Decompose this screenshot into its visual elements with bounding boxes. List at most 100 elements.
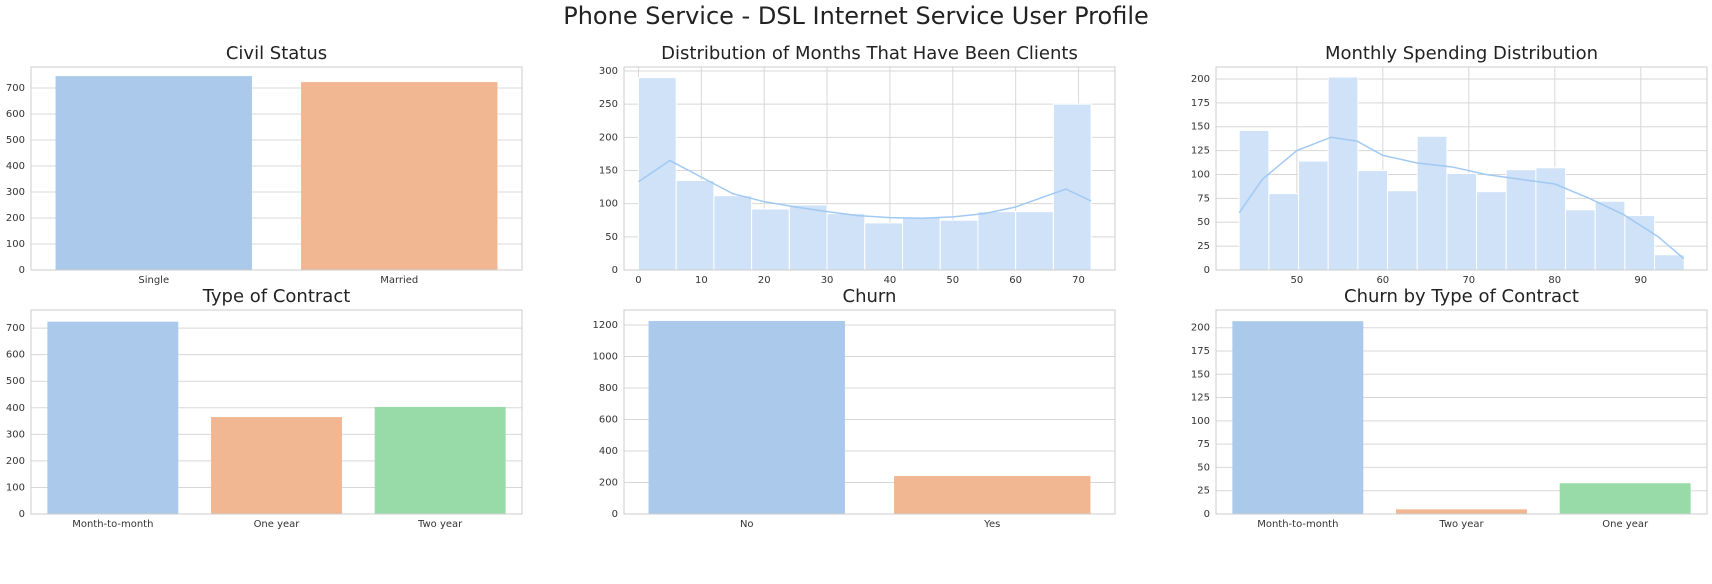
x-tick-label: 70 — [1072, 275, 1085, 286]
histogram-bar — [1327, 76, 1359, 271]
y-tick-label: 150 — [1191, 122, 1210, 133]
x-tick-label: Single — [138, 275, 169, 286]
histogram-bar — [1052, 103, 1092, 271]
y-tick-label: 600 — [6, 109, 25, 120]
y-tick-label: 25 — [1197, 486, 1210, 497]
y-tick-label: 100 — [6, 482, 25, 493]
x-tick-label: 0 — [635, 275, 641, 286]
histogram-bar — [939, 219, 979, 271]
histogram-bar — [1387, 190, 1418, 271]
y-tick-label: 400 — [599, 446, 618, 457]
histogram-bar — [1624, 215, 1656, 271]
y-tick-label: 200 — [6, 213, 25, 224]
subplot-title: Civil Status — [226, 43, 327, 64]
y-tick-label: 400 — [6, 161, 25, 172]
bar — [1559, 483, 1691, 514]
y-tick-label: 250 — [599, 99, 618, 110]
y-tick-label: 0 — [1204, 509, 1210, 520]
x-tick-label: 80 — [1548, 275, 1561, 286]
bar — [301, 82, 498, 270]
x-tick-label: Month-to-month — [72, 519, 153, 530]
x-tick-label: Married — [380, 275, 418, 286]
histogram-bar — [1446, 173, 1478, 271]
histogram-bar — [713, 195, 753, 271]
histogram-bar — [1505, 169, 1537, 271]
x-tick-label: Two year — [417, 519, 463, 530]
x-tick-label: No — [740, 519, 754, 530]
y-tick-label: 75 — [1197, 193, 1210, 204]
histogram-bar — [788, 204, 828, 271]
subplot-title: Type of Contract — [202, 286, 351, 307]
y-tick-label: 0 — [1204, 265, 1210, 276]
y-tick-label: 100 — [6, 239, 25, 250]
y-tick-label: 300 — [599, 66, 618, 77]
subplot-title: Churn by Type of Contract — [1344, 286, 1579, 307]
x-tick-label: 20 — [758, 275, 771, 286]
histogram-bar — [1565, 209, 1596, 271]
y-tick-label: 150 — [599, 165, 618, 176]
y-tick-label: 200 — [6, 456, 25, 467]
axes-frame — [1215, 66, 1708, 271]
y-tick-label: 150 — [1191, 369, 1210, 380]
y-tick-label: 100 — [1191, 169, 1210, 180]
y-tick-label: 600 — [599, 414, 618, 425]
kde-line — [638, 159, 1092, 220]
y-tick-label: 100 — [599, 199, 618, 210]
x-tick-label: 70 — [1462, 275, 1475, 286]
x-tick-label: Yes — [983, 519, 1000, 530]
subplot-title: Distribution of Months That Have Been Cl… — [661, 43, 1078, 64]
histogram-bar — [1535, 167, 1567, 271]
x-tick-label: 90 — [1634, 275, 1647, 286]
histogram-bar — [751, 208, 790, 271]
x-tick-label: Two year — [1438, 519, 1484, 530]
histogram-bar — [1268, 193, 1300, 271]
y-tick-label: 1000 — [593, 351, 618, 362]
x-tick-label: 60 — [1009, 275, 1022, 286]
x-tick-label: 30 — [821, 275, 834, 286]
y-tick-label: 500 — [6, 135, 25, 146]
histogram-bar — [675, 179, 715, 271]
histogram-bar — [1594, 200, 1626, 271]
axes-frame — [30, 309, 523, 515]
y-tick-label: 800 — [599, 383, 618, 394]
y-tick-label: 1200 — [593, 320, 618, 331]
y-tick-label: 300 — [6, 429, 25, 440]
histogram-bar — [1654, 254, 1685, 271]
histogram-bar — [977, 211, 1017, 271]
axes-frame — [623, 309, 1116, 515]
bar — [47, 321, 179, 514]
y-tick-label: 175 — [1191, 98, 1210, 109]
histogram-bar — [826, 213, 866, 271]
bar — [894, 476, 1091, 514]
x-tick-label: 50 — [946, 275, 959, 286]
histogram-bar — [1298, 160, 1329, 271]
bar — [374, 406, 506, 514]
bar — [1396, 509, 1527, 514]
x-tick-label: One year — [1602, 519, 1649, 530]
y-tick-label: 50 — [605, 232, 618, 243]
axes-frame — [1215, 309, 1708, 515]
y-tick-label: 0 — [19, 509, 25, 520]
y-tick-label: 400 — [6, 403, 25, 414]
subplot-title: Churn — [843, 286, 897, 307]
x-tick-label: 10 — [695, 275, 708, 286]
kde-line — [1238, 136, 1685, 260]
y-tick-label: 300 — [6, 187, 25, 198]
y-tick-label: 175 — [1191, 346, 1210, 357]
x-tick-label: 40 — [884, 275, 897, 286]
y-tick-label: 25 — [1197, 241, 1210, 252]
bar — [211, 417, 342, 514]
y-tick-label: 125 — [1191, 393, 1210, 404]
histogram-bar — [864, 222, 904, 271]
subplot-title: Monthly Spending Distribution — [1325, 43, 1598, 64]
histogram-bar — [637, 77, 677, 271]
y-tick-label: 700 — [6, 83, 25, 94]
axes-frame — [30, 66, 523, 271]
x-tick-label: 50 — [1290, 275, 1303, 286]
bar — [1232, 321, 1364, 514]
bar — [648, 321, 845, 514]
axes-frame — [623, 66, 1116, 271]
histogram-bar — [902, 216, 941, 271]
bar — [55, 76, 252, 270]
